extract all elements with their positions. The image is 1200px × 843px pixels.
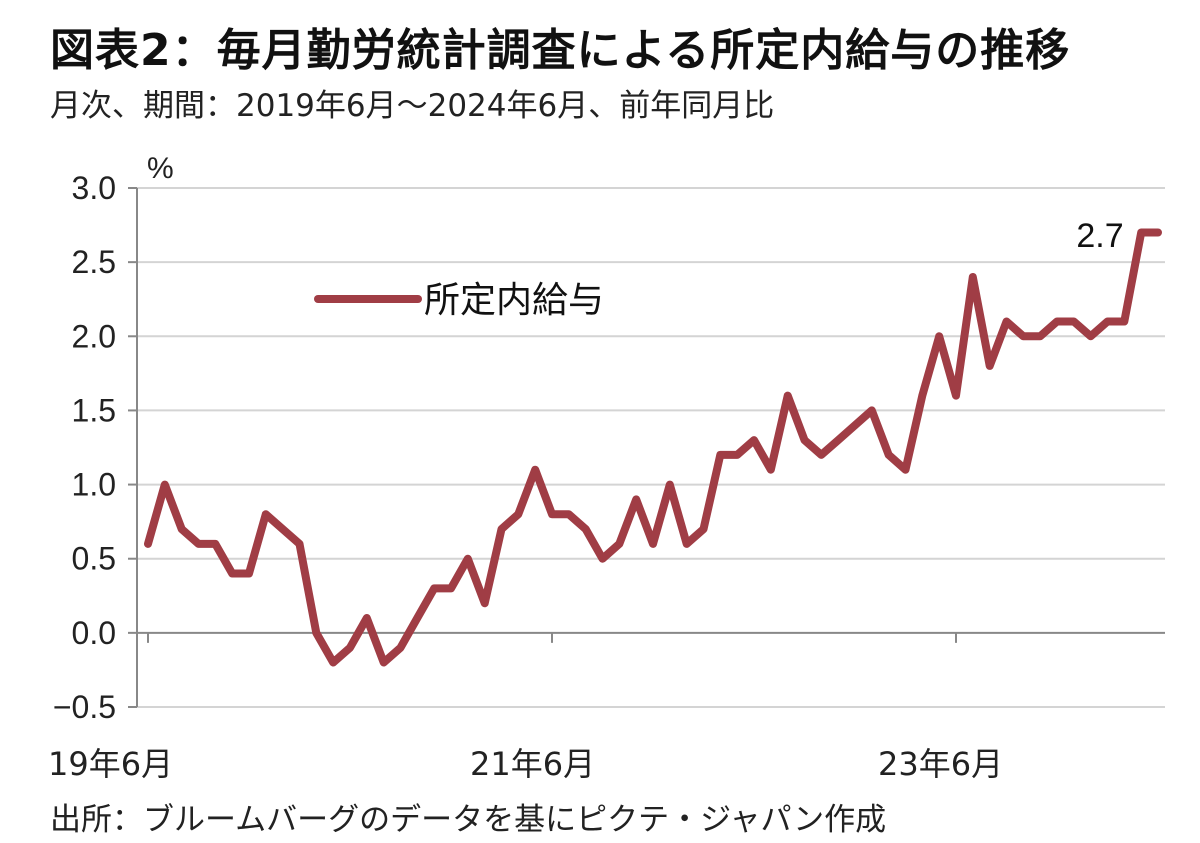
data-point bbox=[1107, 321, 1108, 322]
chart-title: 図表2：毎月勤労統計調査による所定内給与の推移 bbox=[50, 25, 1071, 76]
data-point bbox=[905, 469, 906, 471]
data-point bbox=[416, 617, 418, 619]
data-point bbox=[921, 395, 923, 397]
data-point bbox=[1140, 232, 1142, 233]
y-axis-unit-label: % bbox=[147, 152, 174, 185]
data-point bbox=[955, 395, 957, 397]
data-point bbox=[332, 662, 334, 663]
data-point bbox=[568, 513, 570, 515]
data-point bbox=[299, 543, 300, 545]
x-tick-label: 19年6月 bbox=[48, 745, 173, 783]
data-point bbox=[1006, 321, 1007, 322]
data-point bbox=[871, 409, 873, 411]
chart-subtitle: 月次、期間：2019年6月～2024年6月、前年同月比 bbox=[50, 88, 775, 124]
data-point bbox=[972, 276, 974, 278]
y-tick-label: 2.0 bbox=[72, 318, 116, 354]
data-point bbox=[1039, 335, 1041, 337]
data-point bbox=[1157, 232, 1159, 233]
data-point bbox=[938, 335, 940, 337]
data-point bbox=[602, 558, 603, 560]
data-point bbox=[1123, 321, 1125, 322]
data-point bbox=[282, 528, 284, 530]
y-tick-label: 1.0 bbox=[72, 467, 116, 503]
y-tick-label: −0.5 bbox=[53, 689, 116, 725]
data-point bbox=[450, 587, 452, 589]
data-point bbox=[484, 602, 486, 604]
x-tick-label: 23年6月 bbox=[878, 745, 1003, 783]
annotation-last-value: 2.7 bbox=[1076, 217, 1123, 255]
y-tick-label: 2.5 bbox=[72, 244, 116, 280]
data-point bbox=[198, 543, 199, 545]
data-point bbox=[820, 454, 822, 456]
data-point bbox=[787, 395, 789, 397]
data-point bbox=[989, 365, 991, 367]
y-tick-label: 0.0 bbox=[72, 615, 116, 651]
y-tick-label: 1.5 bbox=[72, 392, 116, 428]
data-point bbox=[231, 573, 233, 574]
data-point bbox=[585, 528, 587, 530]
grid-lines bbox=[128, 187, 1165, 708]
data-point bbox=[686, 543, 688, 545]
data-point bbox=[214, 543, 216, 545]
data-point bbox=[888, 454, 890, 456]
y-tick-labels: −0.5 0.0 0.5 1.0 1.5 2.0 2.5 3.0 bbox=[53, 170, 116, 725]
data-point bbox=[433, 587, 435, 589]
x-tick-labels: 19年6月 21年6月 23年6月 bbox=[48, 745, 1003, 783]
data-point bbox=[669, 484, 671, 486]
data-point bbox=[635, 498, 637, 500]
data-point bbox=[147, 543, 149, 545]
legend-label: 所定内給与 bbox=[424, 280, 604, 321]
data-point bbox=[366, 617, 368, 619]
y-tick-label: 3.0 bbox=[72, 170, 116, 206]
data-point bbox=[703, 528, 704, 530]
data-point bbox=[719, 454, 721, 456]
data-point bbox=[804, 439, 805, 441]
data-point bbox=[265, 513, 267, 515]
data-point bbox=[1056, 321, 1058, 322]
data-point bbox=[248, 573, 250, 574]
data-point bbox=[315, 632, 317, 634]
data-point bbox=[1090, 335, 1092, 337]
data-point bbox=[1022, 335, 1024, 337]
data-point bbox=[551, 513, 553, 515]
data-point bbox=[164, 484, 166, 486]
data-point bbox=[837, 439, 839, 441]
data-point bbox=[736, 454, 738, 456]
legend: 所定内給与 bbox=[314, 280, 604, 321]
series-group bbox=[144, 228, 1162, 667]
data-point bbox=[517, 513, 519, 515]
data-point bbox=[501, 528, 502, 530]
data-point bbox=[652, 543, 654, 545]
data-point bbox=[467, 558, 469, 560]
series-line bbox=[144, 228, 1162, 667]
data-point bbox=[400, 647, 401, 649]
x-tick-label: 21年6月 bbox=[470, 745, 595, 783]
data-point bbox=[349, 647, 351, 649]
source-note: 出所：ブルームバーグのデータを基にピクテ・ジャパン作成 bbox=[50, 802, 887, 838]
data-point bbox=[1073, 321, 1075, 322]
data-point bbox=[383, 662, 385, 663]
data-point bbox=[854, 424, 856, 426]
data-point bbox=[181, 528, 183, 530]
data-point bbox=[770, 469, 772, 471]
data-point bbox=[534, 469, 536, 471]
y-tick-label: 0.5 bbox=[72, 541, 116, 577]
data-point bbox=[618, 543, 620, 545]
data-point bbox=[753, 439, 755, 441]
